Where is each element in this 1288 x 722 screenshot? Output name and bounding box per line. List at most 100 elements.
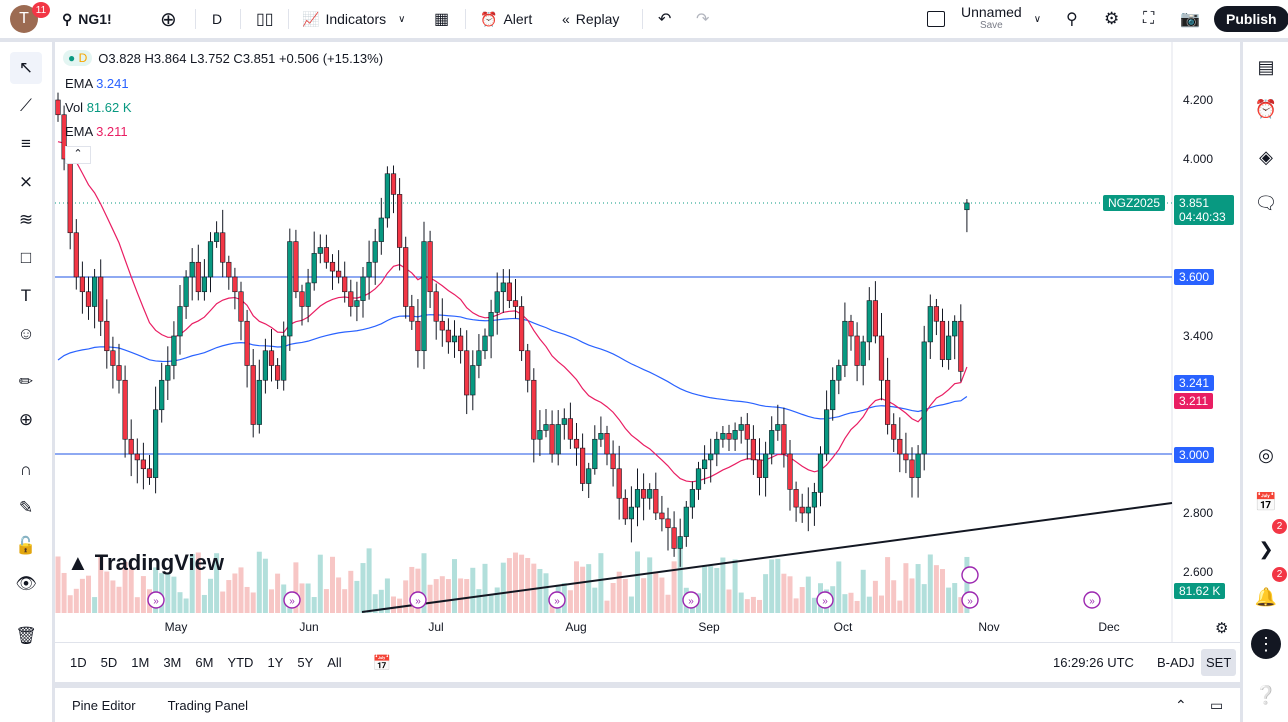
- pencil-lock-icon[interactable]: ✎: [18, 498, 34, 517]
- watchlist-icon[interactable]: ▤: [1257, 56, 1275, 77]
- candle-body: [250, 365, 256, 425]
- hotlist-icon[interactable]: ◎: [1258, 444, 1274, 465]
- candle-body: [878, 335, 885, 381]
- event-marker-icon: [816, 591, 834, 609]
- rectangle-icon[interactable]: □: [20, 248, 32, 267]
- range-1y[interactable]: 1Y: [267, 655, 284, 670]
- volume-bar: [519, 554, 525, 613]
- volume-bar: [763, 574, 769, 613]
- compare-add-icon[interactable]: ⊕: [160, 8, 177, 31]
- calendar-icon[interactable]: 📅: [1254, 491, 1278, 512]
- chat-icon[interactable]: 🗨: [1254, 192, 1278, 213]
- publish-button[interactable]: Publish: [1214, 6, 1288, 32]
- range-1d[interactable]: 1D: [70, 655, 87, 670]
- notifications-bell-icon[interactable]: 🔔: [1254, 586, 1278, 607]
- clock[interactable]: 16:29:26 UTC: [1053, 655, 1134, 670]
- indicators-button[interactable]: 📈 Indicators ∨: [302, 10, 406, 28]
- collapse-legend-button[interactable]: ⌃: [65, 146, 91, 164]
- ideas-stream-icon[interactable]: ❯: [1258, 538, 1274, 559]
- candle-body: [329, 261, 336, 272]
- emoji-icon[interactable]: ☺: [17, 324, 35, 343]
- timezone-settings-icon[interactable]: ⚙: [1215, 620, 1229, 637]
- candle-body: [171, 335, 177, 366]
- candle-body: [146, 468, 153, 478]
- volume-bar: [653, 571, 659, 613]
- range-all[interactable]: All: [327, 655, 342, 670]
- eye-icon[interactable]: 👁: [15, 574, 37, 593]
- candle-body: [634, 489, 641, 508]
- ruler-icon[interactable]: ✏: [18, 372, 34, 391]
- help-icon[interactable]: ❔: [1254, 684, 1278, 705]
- horizontal-lines-icon[interactable]: ≡: [21, 134, 31, 153]
- quick-search-icon[interactable]: ⚲: [1066, 11, 1078, 28]
- chevron-up-icon[interactable]: ⌃: [1175, 696, 1187, 713]
- candle-body: [689, 489, 695, 508]
- range-3m[interactable]: 3M: [163, 655, 182, 670]
- text-icon[interactable]: T: [20, 286, 32, 305]
- legend-ema-slow[interactable]: EMA 3.241: [65, 76, 129, 91]
- event-marker-icon: [1083, 591, 1101, 609]
- candle-body: [201, 276, 208, 293]
- b-adj-toggle[interactable]: B-ADJ: [1157, 655, 1195, 670]
- camera-icon[interactable]: 📷: [1180, 11, 1200, 28]
- volume-bar: [464, 579, 470, 613]
- candle-body: [317, 247, 323, 254]
- settings-gear-icon[interactable]: ⚙: [1104, 9, 1120, 28]
- volume-bar: [891, 580, 897, 613]
- trash-icon[interactable]: 🗑: [15, 626, 37, 645]
- ema-slow-line: [57, 314, 968, 420]
- range-1m[interactable]: 1M: [131, 655, 150, 670]
- magnet-icon[interactable]: ∩: [19, 460, 33, 479]
- volume-bar: [250, 592, 256, 613]
- templates-icon[interactable]: ▦: [434, 11, 450, 28]
- volume-bar: [940, 569, 945, 613]
- cursor-icon[interactable]: ↖: [10, 52, 42, 84]
- trendline-icon[interactable]: ⟋: [20, 96, 32, 115]
- tab-pine-editor[interactable]: Pine Editor: [72, 697, 136, 713]
- avatar[interactable]: T 11: [10, 0, 50, 38]
- volume-bar: [933, 565, 939, 613]
- last-price-label: 3.851 04:40:33: [1174, 195, 1234, 225]
- maximize-panel-icon[interactable]: ▭: [1210, 696, 1224, 713]
- candle-body: [750, 438, 756, 461]
- lock-icon[interactable]: 🔓: [15, 536, 37, 555]
- range-ytd[interactable]: YTD: [227, 655, 254, 670]
- fib-icon[interactable]: ≋: [18, 210, 34, 229]
- event-marker-icon: [283, 591, 301, 609]
- candles-chart-type-icon[interactable]: ▯▯: [256, 11, 274, 28]
- range-5y[interactable]: 5Y: [297, 655, 314, 670]
- layers-icon[interactable]: ◈: [1259, 146, 1273, 167]
- event-marker-icon: [682, 591, 700, 609]
- zoom-in-icon[interactable]: ⊕: [18, 410, 34, 429]
- pattern-icon[interactable]: ⨯: [18, 172, 34, 191]
- alert-button[interactable]: ⏰ Alert: [480, 10, 533, 28]
- hline-upper-label: 3.600: [1174, 269, 1215, 285]
- session-toggle[interactable]: SET: [1201, 649, 1237, 676]
- volume-bar: [732, 559, 738, 613]
- replay-button[interactable]: «Replay: [562, 11, 620, 27]
- range-5d[interactable]: 5D: [100, 655, 118, 670]
- volume-bar: [244, 586, 250, 613]
- volume-bar: [604, 600, 610, 613]
- range-6m[interactable]: 6M: [195, 655, 214, 670]
- fullscreen-icon[interactable]: ⛶: [1143, 10, 1155, 27]
- volume-bar: [61, 572, 67, 613]
- interval-button[interactable]: D: [212, 11, 223, 27]
- price-chart[interactable]: 4.200 4.000 3.400 2.800 2.600 May Jun Jul Aug Sep…: [55, 42, 1240, 682]
- volume-bar: [232, 573, 238, 613]
- goto-date-icon[interactable]: 📅: [372, 654, 392, 672]
- layout-select[interactable]: Unnamed Save ∨: [927, 0, 1041, 38]
- candle-body: [952, 320, 958, 337]
- redo-icon[interactable]: ↷: [696, 11, 710, 28]
- candle-body: [464, 350, 470, 396]
- legend-ema-fast[interactable]: EMA 3.211: [65, 124, 128, 139]
- apps-grid-icon[interactable]: ⋮: [1251, 629, 1281, 659]
- chart-pane[interactable]: 4.200 4.000 3.400 2.800 2.600 May Jun Jul Aug Sep…: [55, 42, 1240, 682]
- symbol-search[interactable]: ⚲ NG1!: [62, 10, 112, 28]
- alerts-clock-icon[interactable]: ⏰: [1254, 98, 1278, 119]
- undo-icon[interactable]: ↶: [658, 11, 672, 28]
- alarm-clock-icon: ⏰: [480, 10, 498, 27]
- legend-volume[interactable]: Vol 81.62 K: [65, 100, 132, 115]
- volume-bar: [391, 596, 396, 613]
- tab-trading-panel[interactable]: Trading Panel: [167, 697, 249, 713]
